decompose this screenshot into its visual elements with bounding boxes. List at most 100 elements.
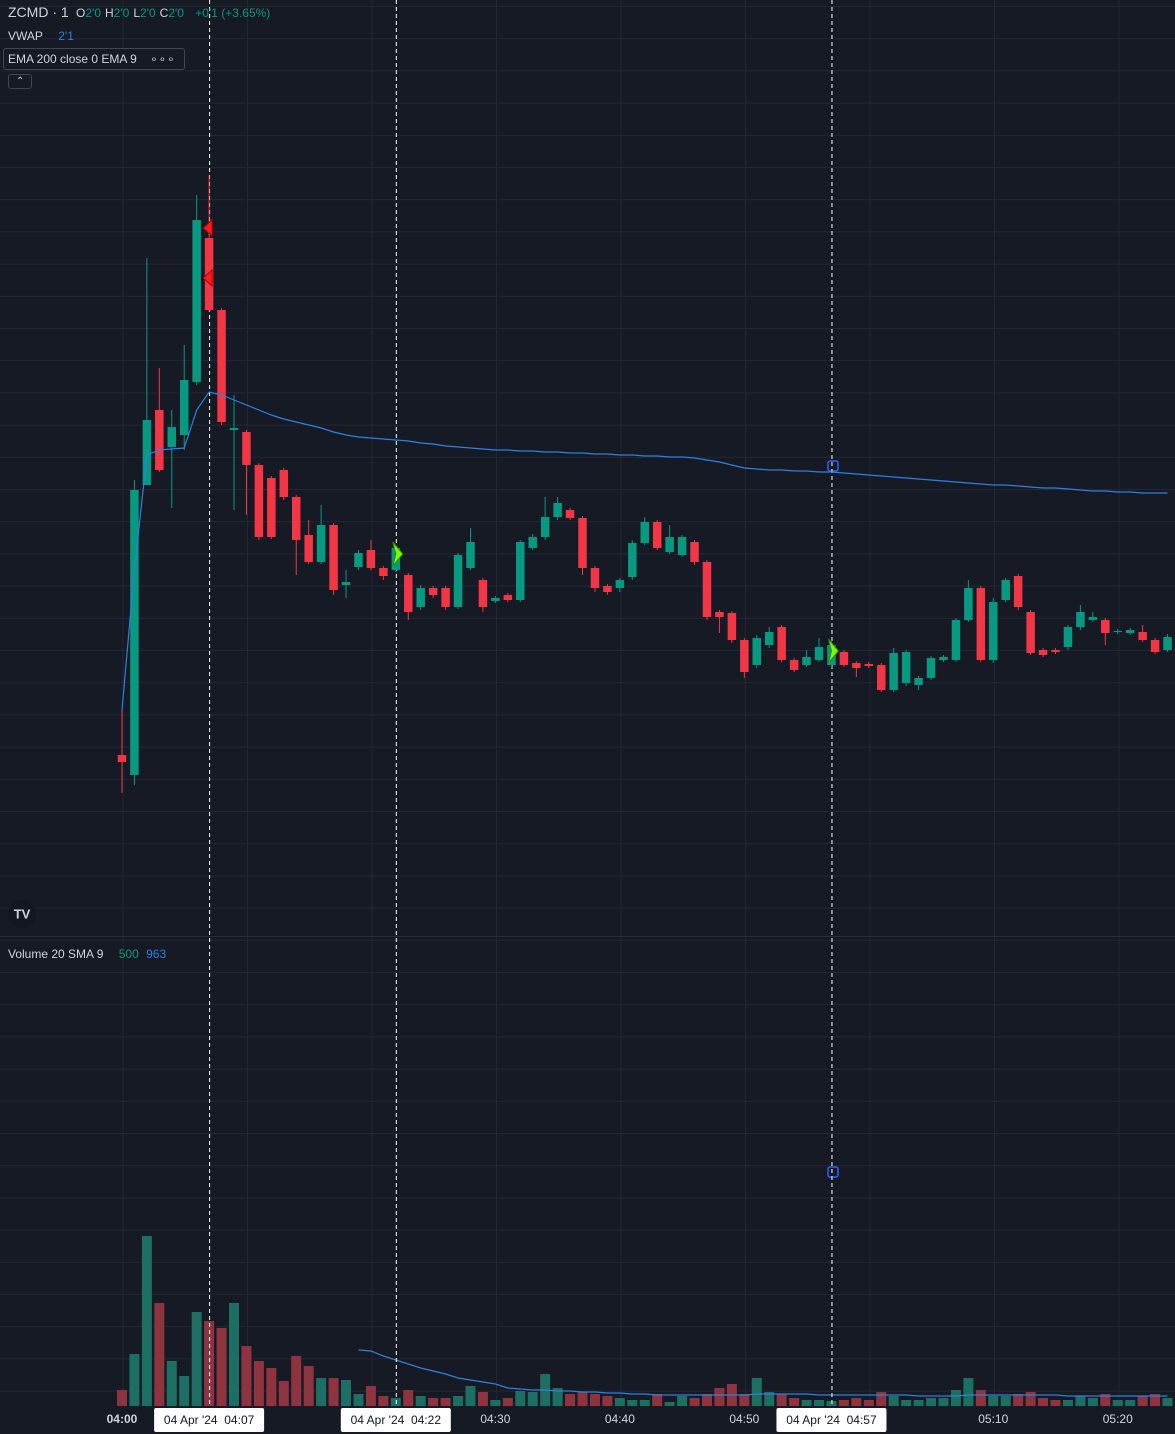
volume-bar (378, 1396, 389, 1406)
candle-body (1163, 637, 1172, 650)
candle-body (1125, 630, 1135, 633)
volume-bar (229, 1303, 240, 1406)
volume-bar (1087, 1398, 1098, 1406)
candle-body (428, 588, 438, 595)
ohlc-label: O (76, 6, 86, 20)
volume-bar (166, 1361, 177, 1406)
volume-bar (801, 1400, 812, 1406)
legend-volume: Volume 20 SMA 9 500 963 (8, 947, 170, 961)
volume-bar (490, 1400, 501, 1406)
candle-body (217, 310, 226, 422)
candle-body (939, 657, 948, 660)
volume-bar (116, 1390, 127, 1406)
volume-bar (191, 1312, 202, 1406)
volume-bar (1150, 1394, 1161, 1406)
candle-body (341, 582, 351, 585)
candle-body (590, 568, 600, 588)
candle-body (142, 420, 152, 485)
volume-bar (565, 1394, 576, 1406)
candle-body (366, 550, 376, 568)
crosshair-label: 04 Apr '24 04:07 (154, 1408, 265, 1432)
more-icon[interactable]: ∘∘∘ (150, 52, 176, 66)
collapse-button[interactable]: ⌃ (8, 74, 33, 89)
ohlc-label: L (133, 6, 140, 20)
volume-bar (838, 1400, 849, 1406)
volume-bar (428, 1398, 439, 1406)
candle-body (702, 562, 712, 617)
vwap-value: 2'1 (58, 29, 74, 43)
volume-bar (552, 1388, 563, 1406)
candle-body (615, 580, 625, 588)
candle-body (628, 543, 637, 577)
volume-bar (253, 1361, 264, 1406)
volume-bar (1062, 1400, 1073, 1406)
candle-body (690, 542, 699, 562)
volume-bar (1038, 1398, 1049, 1406)
candle-body (951, 620, 961, 660)
candle-body (752, 638, 762, 665)
candle-body (1101, 620, 1110, 633)
candle-body (192, 220, 201, 382)
candle-body (989, 602, 998, 660)
candle-body (379, 568, 388, 576)
volume-bar (291, 1356, 302, 1406)
candle-body (316, 525, 326, 562)
volume-bar (677, 1396, 688, 1406)
candle-body (964, 588, 973, 620)
svg-text:TV: TV (14, 906, 31, 921)
volume-bar (1000, 1396, 1011, 1406)
candle-body (1076, 612, 1085, 627)
ohlc-value: 2'0 (113, 6, 130, 20)
candle-body (1038, 650, 1048, 655)
volume-bar (913, 1400, 924, 1406)
candle-body (677, 537, 687, 555)
volume-name: Volume 20 SMA 9 (8, 947, 104, 961)
volume-bar (851, 1398, 862, 1406)
x-tick-label: 04:40 (605, 1412, 635, 1426)
volume-bar (888, 1396, 899, 1406)
volume-bar (179, 1376, 190, 1406)
candle-body (764, 632, 774, 645)
crosshair-label: 04 Apr '24 04:57 (776, 1408, 887, 1432)
ohlc: O2'0 H2'0 L2'0 C2'0 (76, 6, 188, 20)
candle-body (354, 553, 363, 567)
volume-bar (789, 1398, 800, 1406)
candle-body (1026, 612, 1035, 653)
candle-body (914, 678, 923, 685)
x-tick-label: 04:00 (107, 1412, 138, 1426)
candle-body (329, 525, 338, 590)
anchor-handle[interactable] (827, 460, 839, 472)
ohlc-value: 2'0 (168, 6, 184, 20)
volume-bar (129, 1354, 140, 1406)
volume-bar (465, 1386, 476, 1406)
volume-bar (863, 1400, 874, 1406)
volume-sma-line (358, 1349, 1168, 1397)
volume-bar (440, 1398, 451, 1406)
crosshair-label-box (776, 1408, 887, 1432)
legend-main: ZCMD · 1 O2'0 H2'0 L2'0 C2'0 +0'1 (+3.65%) (8, 4, 274, 20)
volume-bar (639, 1400, 650, 1406)
candle-body (1138, 632, 1147, 640)
candle-body (167, 427, 177, 447)
candle-body (279, 470, 289, 497)
crosshair-label-text: 04 Apr '24 04:07 (164, 1413, 255, 1427)
volume-bar (1162, 1398, 1173, 1406)
x-tick-label: 04:50 (729, 1412, 759, 1426)
candle-body (179, 380, 189, 435)
anchor-handle[interactable] (827, 1166, 839, 1178)
volume-bar (216, 1328, 227, 1406)
volume-bar (751, 1378, 762, 1406)
volume-bar (316, 1378, 327, 1406)
ohlc-label: H (105, 6, 114, 20)
volume-bar (1137, 1396, 1148, 1406)
ema-name: EMA 200 close 0 EMA 9 (8, 52, 137, 66)
legend-ema[interactable]: EMA 200 close 0 EMA 9 ∘∘∘ (3, 48, 185, 70)
crosshair-label-text: 04 Apr '24 04:57 (786, 1413, 877, 1427)
volume-bar (241, 1346, 252, 1406)
volume-bar (515, 1391, 526, 1406)
candle-body (516, 542, 525, 600)
candle-body (926, 658, 936, 678)
candle-body (665, 537, 674, 552)
volume-bar (901, 1400, 912, 1406)
